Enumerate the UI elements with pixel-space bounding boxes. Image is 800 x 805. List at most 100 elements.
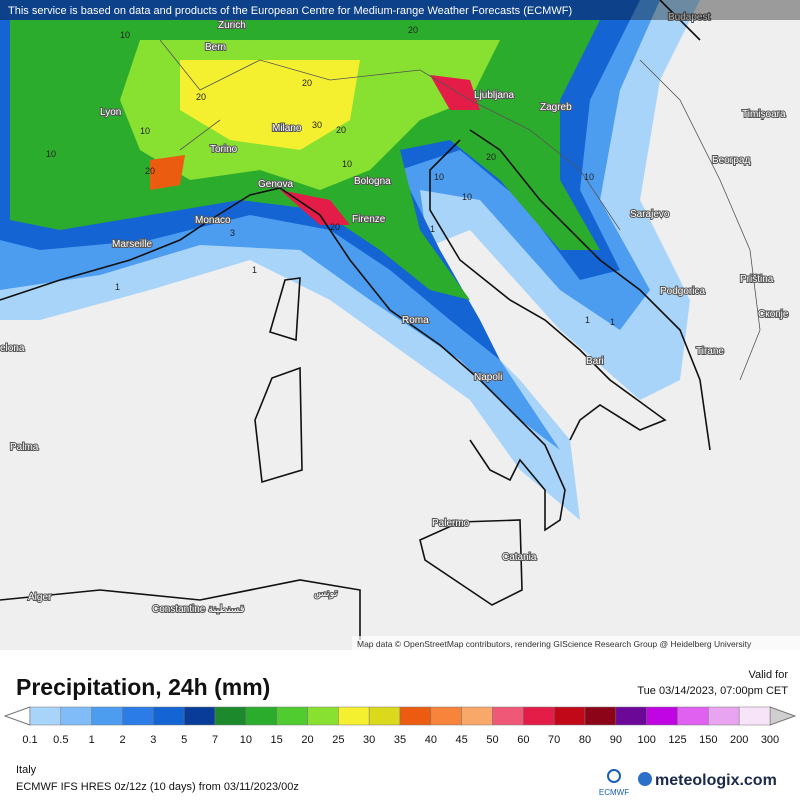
- city-label: Lyon: [100, 107, 121, 118]
- legend-tick-label: 25: [332, 734, 344, 746]
- legend-box: [738, 706, 771, 726]
- legend-box: [307, 706, 339, 726]
- contour-label: 20: [330, 222, 340, 232]
- valid-label: Valid for: [748, 669, 788, 681]
- legend-tick-label: 100: [637, 734, 655, 746]
- city-label: Torino: [210, 144, 238, 155]
- legend-over: [769, 706, 797, 726]
- legend-box: [60, 706, 92, 726]
- legend-tick-label: 70: [548, 734, 560, 746]
- legend: 0.1 0.5 1 2 3 5 7 10 15 20 25 30 35 40 45 50 60 70 80 90 100…: [3, 706, 797, 746]
- legend-tick-label: 90: [610, 734, 622, 746]
- coastlines: [0, 0, 711, 640]
- legend-tick-label: 5: [181, 734, 187, 746]
- legend-box: [29, 706, 62, 726]
- city-label: Budapest: [668, 12, 710, 23]
- borders: [159, 39, 761, 381]
- legend-box: [708, 706, 740, 726]
- city-label: Palermo: [432, 518, 470, 529]
- attribution: This service is based on data and produc…: [8, 5, 572, 17]
- city-label: Firenze: [352, 214, 386, 225]
- legend-box: [338, 706, 370, 726]
- city-label: elona: [0, 343, 25, 354]
- model-info: ECMWF IFS HRES 0z/12z (10 days) from 03/…: [16, 781, 299, 793]
- legend-tick-label: 2: [119, 734, 125, 746]
- city-label: تونس: [314, 588, 338, 599]
- legend-box: [183, 706, 216, 726]
- legend-tick-label: 60: [517, 734, 529, 746]
- legend-tick-label: 300: [761, 734, 779, 746]
- city-label: Ljubljana: [474, 90, 514, 101]
- legend-box: [122, 706, 154, 726]
- precip-area: [180, 60, 360, 150]
- brand-logo: [638, 772, 652, 786]
- city-label: Bologna: [354, 176, 391, 187]
- contour-label: 1: [115, 282, 120, 292]
- city-label: Podgorica: [660, 286, 705, 297]
- legend-box: [91, 706, 123, 726]
- city-label: Београд: [712, 155, 750, 166]
- city-label: Скопје: [758, 309, 789, 320]
- contour-label: 20: [408, 25, 418, 35]
- contour-label: 3: [230, 228, 235, 238]
- attribution-bar: [0, 0, 800, 20]
- legend-tick-label: 0.1: [22, 734, 37, 746]
- precip-area: [150, 155, 185, 190]
- city-label: Monaco: [195, 215, 231, 226]
- legend-tick-label: 35: [394, 734, 406, 746]
- contour-label: 20: [145, 166, 155, 176]
- contour-label: 10: [46, 149, 56, 159]
- city-label: Catania: [502, 552, 537, 563]
- contour-label: 1: [610, 317, 615, 327]
- city-label: Genova: [258, 179, 293, 190]
- contour-label: 10: [342, 159, 352, 169]
- valid-time: Tue 03/14/2023, 07:00pm CET: [637, 685, 788, 697]
- legend-tick-label: 80: [579, 734, 591, 746]
- legend-box: [153, 706, 185, 726]
- city-label: Bern: [205, 42, 226, 53]
- contour-label: 1: [252, 265, 257, 275]
- legend-box: [523, 706, 555, 726]
- legend-box: [553, 706, 586, 726]
- contour-label: 10: [120, 30, 130, 40]
- legend-box: [399, 706, 432, 726]
- contour-label: 1: [585, 315, 590, 325]
- legend-tick-label: 20: [301, 734, 313, 746]
- legend-tick-label: 7: [212, 734, 218, 746]
- map: Zurich Budapest Bern Ljubljana Zagreb Ly…: [0, 0, 800, 650]
- city-label: Zurich: [218, 20, 246, 31]
- region: Italy: [16, 764, 37, 776]
- legend-tick-label: 30: [363, 734, 375, 746]
- map-credit: Map data © OpenStreetMap contributors, r…: [357, 639, 752, 649]
- legend-tick-label: 1: [89, 734, 95, 746]
- legend-box: [368, 706, 401, 726]
- legend-box: [615, 706, 647, 726]
- city-label: Bari: [586, 356, 604, 367]
- legend-under: [3, 706, 31, 726]
- legend-tick-label: 40: [425, 734, 437, 746]
- legend-box: [677, 706, 709, 726]
- contour-label: 10: [462, 192, 472, 202]
- legend-tick-label: 50: [486, 734, 498, 746]
- legend-tick-label: 3: [150, 734, 156, 746]
- ecmwf-label: ECMWF: [599, 788, 629, 797]
- contour-label: 20: [336, 125, 346, 135]
- legend-tick-label: 150: [699, 734, 717, 746]
- brand: meteologix.com: [655, 772, 777, 789]
- city-label: Napoli: [474, 372, 502, 383]
- contour-label: 10: [584, 172, 594, 182]
- city-label: Alger: [28, 592, 52, 603]
- legend-box: [461, 706, 493, 726]
- legend-tick-label: 15: [271, 734, 283, 746]
- legend-box: [245, 706, 277, 726]
- legend-tick-label: 200: [730, 734, 748, 746]
- city-label: Timișoara: [742, 109, 786, 120]
- precip-area: [280, 190, 350, 225]
- legend-box: [646, 706, 678, 726]
- city-label: Milano: [272, 123, 302, 134]
- contour-label: 20: [486, 152, 496, 162]
- contour-label: 10: [140, 126, 150, 136]
- city-label: Sarajevo: [630, 209, 670, 220]
